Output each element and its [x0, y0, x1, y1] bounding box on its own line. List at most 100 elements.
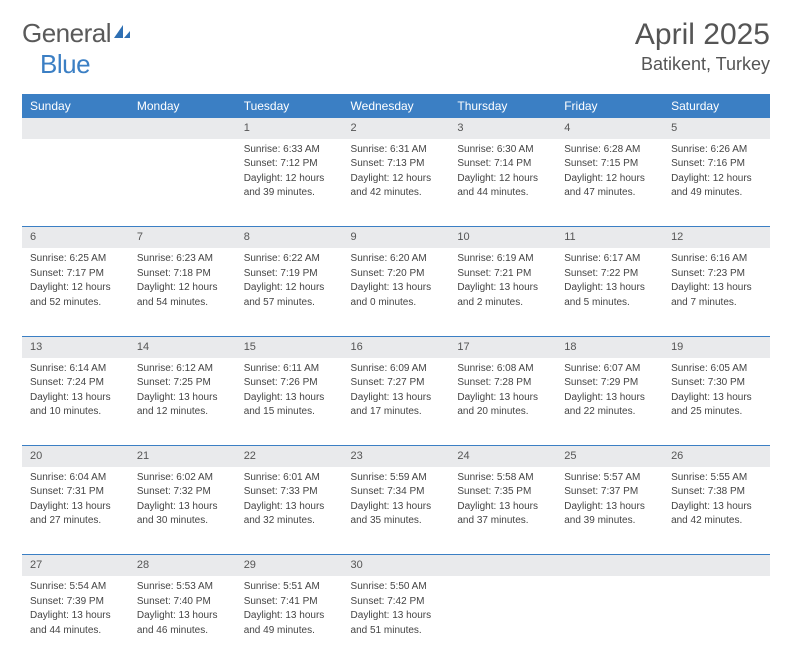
- day-cell: Sunrise: 6:04 AMSunset: 7:31 PMDaylight:…: [22, 467, 129, 555]
- day-cell: Sunrise: 5:57 AMSunset: 7:37 PMDaylight:…: [556, 467, 663, 555]
- day-line: and 27 minutes.: [30, 514, 121, 528]
- day-cell: [449, 576, 556, 664]
- day-line: and 12 minutes.: [137, 405, 228, 419]
- day-line: and 17 minutes.: [351, 405, 442, 419]
- day-line: Sunrise: 6:20 AM: [351, 252, 442, 266]
- day-line: and 49 minutes.: [671, 186, 762, 200]
- day-number: 16: [343, 336, 450, 357]
- day-line: Daylight: 13 hours: [564, 391, 655, 405]
- day-cell: Sunrise: 6:02 AMSunset: 7:32 PMDaylight:…: [129, 467, 236, 555]
- page-header: GeneralBlue April 2025 Batikent, Turkey: [22, 18, 770, 80]
- day-line: Sunrise: 6:09 AM: [351, 362, 442, 376]
- day-cell: Sunrise: 6:33 AMSunset: 7:12 PMDaylight:…: [236, 139, 343, 227]
- daynum-row: 12345: [22, 118, 770, 139]
- day-line: Daylight: 12 hours: [351, 172, 442, 186]
- day-line: and 22 minutes.: [564, 405, 655, 419]
- day-number: 21: [129, 446, 236, 467]
- day-number: [556, 555, 663, 576]
- day-line: Sunset: 7:22 PM: [564, 267, 655, 281]
- day-number: 27: [22, 555, 129, 576]
- day-line: and 15 minutes.: [244, 405, 335, 419]
- day-line: Daylight: 13 hours: [244, 609, 335, 623]
- day-line: Daylight: 13 hours: [351, 609, 442, 623]
- day-cell: Sunrise: 5:51 AMSunset: 7:41 PMDaylight:…: [236, 576, 343, 664]
- day-number: 30: [343, 555, 450, 576]
- day-cell: Sunrise: 6:22 AMSunset: 7:19 PMDaylight:…: [236, 248, 343, 336]
- daybody-row: Sunrise: 6:14 AMSunset: 7:24 PMDaylight:…: [22, 358, 770, 446]
- weekday-header: Friday: [556, 94, 663, 118]
- day-number: 24: [449, 446, 556, 467]
- title-block: April 2025 Batikent, Turkey: [635, 18, 770, 75]
- day-line: and 20 minutes.: [457, 405, 548, 419]
- day-line: Sunrise: 5:57 AM: [564, 471, 655, 485]
- day-line: Daylight: 13 hours: [457, 500, 548, 514]
- day-line: Daylight: 13 hours: [244, 500, 335, 514]
- day-cell: [556, 576, 663, 664]
- daybody-row: Sunrise: 6:25 AMSunset: 7:17 PMDaylight:…: [22, 248, 770, 336]
- day-cell: Sunrise: 6:16 AMSunset: 7:23 PMDaylight:…: [663, 248, 770, 336]
- day-line: and 39 minutes.: [564, 514, 655, 528]
- weekday-header-row: SundayMondayTuesdayWednesdayThursdayFrid…: [22, 94, 770, 118]
- day-line: Sunset: 7:32 PM: [137, 485, 228, 499]
- day-line: Sunset: 7:42 PM: [351, 595, 442, 609]
- day-line: Daylight: 13 hours: [30, 500, 121, 514]
- day-number: 1: [236, 118, 343, 139]
- day-line: Daylight: 13 hours: [564, 281, 655, 295]
- day-line: Sunrise: 6:12 AM: [137, 362, 228, 376]
- day-line: and 44 minutes.: [30, 624, 121, 638]
- day-number: 23: [343, 446, 450, 467]
- weekday-header: Tuesday: [236, 94, 343, 118]
- day-line: Daylight: 13 hours: [30, 391, 121, 405]
- weekday-header: Sunday: [22, 94, 129, 118]
- month-title: April 2025: [635, 18, 770, 52]
- day-number: 6: [22, 227, 129, 248]
- day-number: 3: [449, 118, 556, 139]
- day-line: Sunset: 7:23 PM: [671, 267, 762, 281]
- weekday-header: Thursday: [449, 94, 556, 118]
- day-number: 26: [663, 446, 770, 467]
- day-line: Daylight: 13 hours: [351, 281, 442, 295]
- day-number: 9: [343, 227, 450, 248]
- brand-logo: GeneralBlue: [22, 18, 132, 80]
- brand-part1: General: [22, 18, 111, 48]
- day-number: 4: [556, 118, 663, 139]
- day-line: and 2 minutes.: [457, 296, 548, 310]
- day-cell: Sunrise: 6:05 AMSunset: 7:30 PMDaylight:…: [663, 358, 770, 446]
- day-cell: Sunrise: 5:55 AMSunset: 7:38 PMDaylight:…: [663, 467, 770, 555]
- day-line: Sunset: 7:39 PM: [30, 595, 121, 609]
- day-cell: Sunrise: 6:23 AMSunset: 7:18 PMDaylight:…: [129, 248, 236, 336]
- day-line: and 49 minutes.: [244, 624, 335, 638]
- day-cell: Sunrise: 6:14 AMSunset: 7:24 PMDaylight:…: [22, 358, 129, 446]
- day-line: Daylight: 13 hours: [457, 281, 548, 295]
- day-line: Sunset: 7:37 PM: [564, 485, 655, 499]
- day-line: Sunset: 7:35 PM: [457, 485, 548, 499]
- day-line: Daylight: 12 hours: [564, 172, 655, 186]
- day-line: Sunrise: 6:08 AM: [457, 362, 548, 376]
- day-line: Sunrise: 6:05 AM: [671, 362, 762, 376]
- day-line: Daylight: 13 hours: [351, 391, 442, 405]
- day-line: Sunset: 7:28 PM: [457, 376, 548, 390]
- day-cell: Sunrise: 6:08 AMSunset: 7:28 PMDaylight:…: [449, 358, 556, 446]
- day-line: Sunrise: 6:11 AM: [244, 362, 335, 376]
- day-line: Sunrise: 6:01 AM: [244, 471, 335, 485]
- day-line: Sunrise: 6:17 AM: [564, 252, 655, 266]
- day-number: [129, 118, 236, 139]
- day-line: and 7 minutes.: [671, 296, 762, 310]
- day-line: Daylight: 13 hours: [30, 609, 121, 623]
- day-line: Sunrise: 6:28 AM: [564, 143, 655, 157]
- day-line: Sunset: 7:40 PM: [137, 595, 228, 609]
- day-line: Sunrise: 6:19 AM: [457, 252, 548, 266]
- day-cell: Sunrise: 6:31 AMSunset: 7:13 PMDaylight:…: [343, 139, 450, 227]
- daybody-row: Sunrise: 5:54 AMSunset: 7:39 PMDaylight:…: [22, 576, 770, 664]
- day-line: Daylight: 13 hours: [137, 391, 228, 405]
- day-line: Daylight: 12 hours: [244, 281, 335, 295]
- day-line: and 37 minutes.: [457, 514, 548, 528]
- day-line: Sunrise: 6:23 AM: [137, 252, 228, 266]
- day-line: Daylight: 13 hours: [671, 391, 762, 405]
- calendar-table: SundayMondayTuesdayWednesdayThursdayFrid…: [22, 94, 770, 664]
- day-number: 7: [129, 227, 236, 248]
- day-cell: Sunrise: 5:54 AMSunset: 7:39 PMDaylight:…: [22, 576, 129, 664]
- day-line: Sunset: 7:16 PM: [671, 157, 762, 171]
- day-line: and 47 minutes.: [564, 186, 655, 200]
- day-number: 22: [236, 446, 343, 467]
